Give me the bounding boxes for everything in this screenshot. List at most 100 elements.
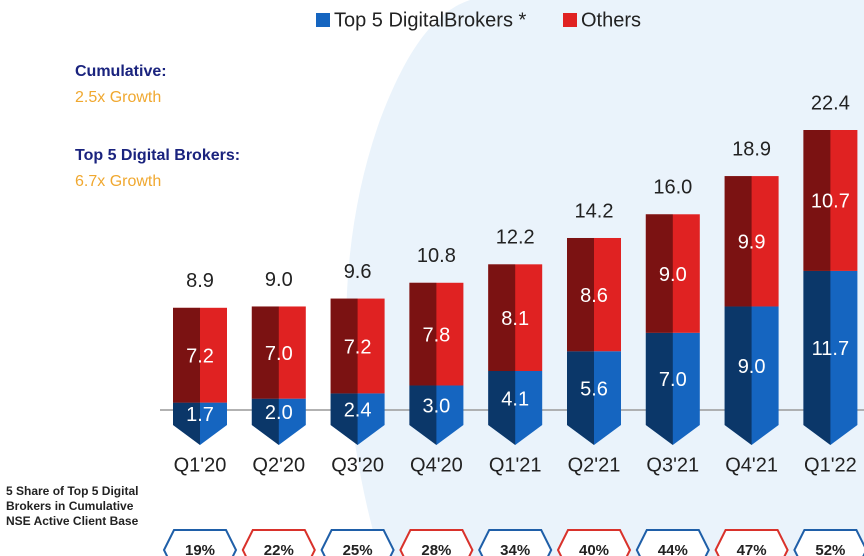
annotation: Top 5 Digital Brokers: <box>75 147 240 164</box>
bar-segment <box>409 282 464 386</box>
x-tick-label: Q4'20 <box>410 454 463 476</box>
total-label: 12.2 <box>496 227 535 249</box>
bar-segment <box>488 264 543 372</box>
total-label: 16.0 <box>653 177 692 199</box>
bar-tip <box>803 425 858 445</box>
share-label: 28% <box>421 542 451 556</box>
bar-tip <box>251 425 306 445</box>
bar-tip <box>488 425 543 445</box>
bar-tip-shade <box>645 425 673 445</box>
segment-label: 7.0 <box>659 369 687 391</box>
share-badge <box>714 529 789 556</box>
bar-tip <box>724 425 779 445</box>
share-badge <box>399 529 474 556</box>
bar-shade <box>803 130 831 271</box>
bar-shade <box>645 332 673 425</box>
bar-shade <box>330 298 358 394</box>
bar-segment <box>330 393 385 425</box>
bar-tip-shade <box>803 425 831 445</box>
share-badge <box>162 529 238 556</box>
segment-label: 10.7 <box>811 191 850 213</box>
share-badge <box>635 529 710 556</box>
bar-tip-shade <box>251 425 279 445</box>
segment-label: 2.4 <box>344 399 372 421</box>
bar-segment <box>251 398 306 425</box>
segment-label: 2.0 <box>265 402 293 424</box>
legend-label: Others <box>581 9 641 31</box>
bar-shade <box>173 402 200 425</box>
total-label: 8.9 <box>186 270 214 292</box>
x-tick-label: Q1'20 <box>174 454 227 476</box>
bar-segment <box>567 351 621 425</box>
bar-shade <box>409 385 437 425</box>
segment-label: 4.1 <box>501 388 529 410</box>
segment-label: 9.0 <box>738 356 766 378</box>
bar-tip-shade <box>409 425 437 445</box>
total-label: 9.6 <box>344 261 372 283</box>
annotation: Cumulative: <box>75 63 167 80</box>
total-label: 14.2 <box>575 200 614 222</box>
bar-shade <box>330 393 358 425</box>
share-badge <box>320 529 395 556</box>
bar-tip <box>330 425 385 445</box>
bar-segment <box>724 176 779 307</box>
share-label: 40% <box>579 542 609 556</box>
legend-swatch <box>563 13 577 27</box>
legend-label: Top 5 DigitalBrokers * <box>334 9 527 31</box>
segment-label: 9.9 <box>738 232 766 254</box>
segment-label: 3.0 <box>422 396 450 418</box>
share-badge <box>241 529 316 556</box>
x-tick-label: Q1'22 <box>804 454 857 476</box>
x-tick-label: Q2'20 <box>252 454 305 476</box>
segment-label: 7.2 <box>186 345 214 367</box>
share-badge <box>793 529 864 556</box>
segment-label: 8.1 <box>501 308 529 330</box>
segment-label: 7.8 <box>422 324 450 346</box>
bar-segment <box>251 306 306 399</box>
bar-shade <box>488 371 516 425</box>
bar-tip <box>409 425 464 445</box>
bar-shade <box>251 398 279 425</box>
share-label: 19% <box>185 542 215 556</box>
bar-segment <box>330 298 385 394</box>
segment-label: 8.6 <box>580 285 608 307</box>
bar-segment <box>724 306 779 425</box>
share-label: 22% <box>264 542 294 556</box>
bar-tip-shade <box>173 425 200 445</box>
share-label: 5 Share of Top 5 Digital Brokers in Cumu… <box>6 484 139 528</box>
bar-segment <box>645 332 700 425</box>
total-label: 22.4 <box>811 92 850 114</box>
x-tick-label: Q1'21 <box>489 454 542 476</box>
bar-tip <box>567 425 621 445</box>
share-badge <box>556 529 632 556</box>
bar-shade <box>724 306 752 425</box>
annotation: 6.7x Growth <box>75 173 161 190</box>
bar-segment <box>803 130 858 271</box>
share-label: 47% <box>737 542 767 556</box>
bar-shade <box>251 306 279 399</box>
bar-shade <box>567 237 594 352</box>
share-label: 44% <box>658 542 688 556</box>
bar-tip-shade <box>724 425 752 445</box>
share-label: 34% <box>500 542 530 556</box>
bar-tip-shade <box>567 425 594 445</box>
bar-shade <box>645 214 673 333</box>
bar-shade <box>409 282 437 386</box>
segment-label: 7.0 <box>265 343 293 365</box>
bar-segment <box>803 270 858 425</box>
bar-segment <box>173 307 227 403</box>
total-label: 10.8 <box>417 245 456 267</box>
bar-segment <box>567 237 621 352</box>
x-tick-label: Q2'21 <box>568 454 621 476</box>
bar-tip-shade <box>330 425 358 445</box>
bar-segment <box>645 214 700 333</box>
bar-shade <box>724 176 752 307</box>
total-label: 9.0 <box>265 269 293 291</box>
bar-shade <box>803 270 831 425</box>
bar-segment <box>173 402 227 425</box>
total-label: 18.9 <box>732 138 771 160</box>
bar-tip <box>645 425 700 445</box>
share-label: 52% <box>815 542 845 556</box>
bar-segment <box>409 385 464 425</box>
